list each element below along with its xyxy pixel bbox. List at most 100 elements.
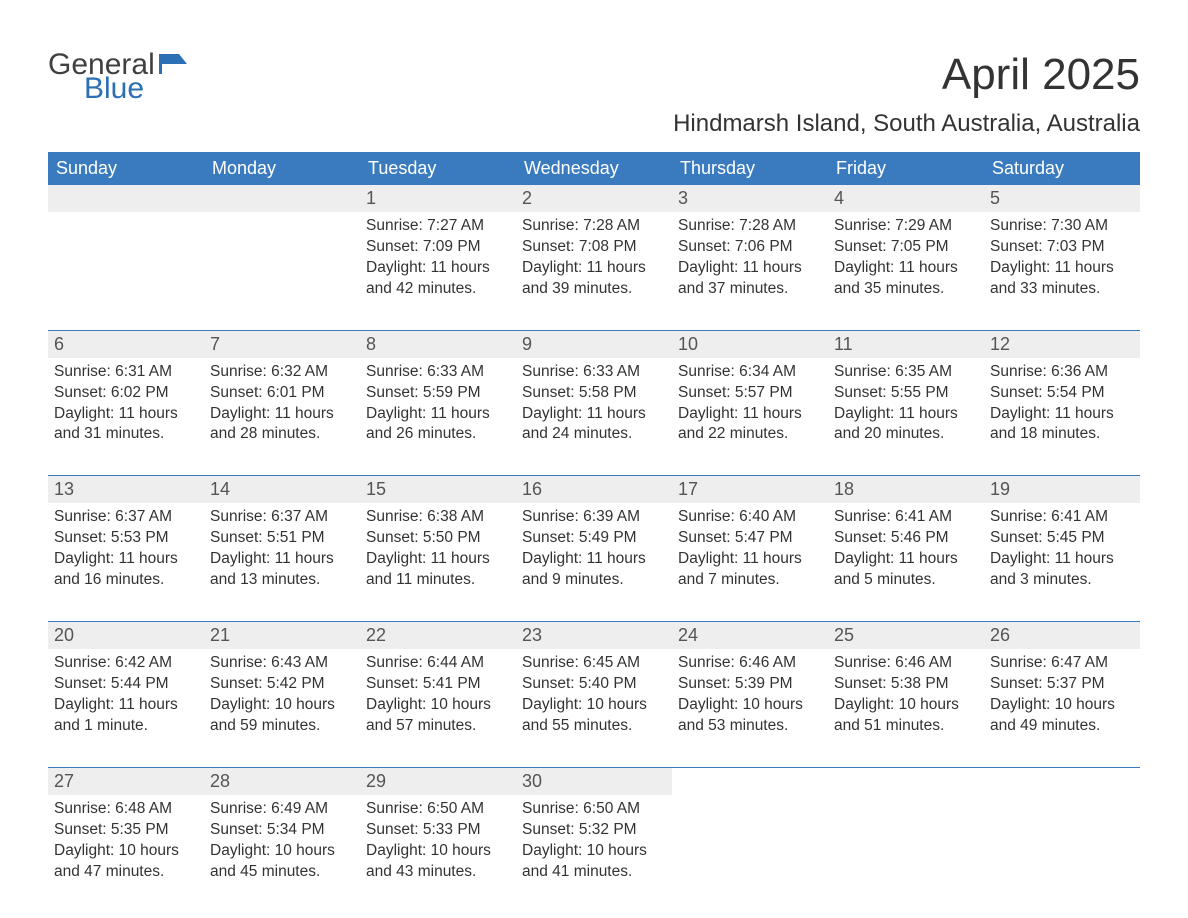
sunset-line: Sunset: 6:01 PM: [210, 383, 354, 404]
day-detail-row: Sunrise: 6:37 AMSunset: 5:53 PMDaylight:…: [48, 503, 1140, 621]
sunrise-line: Sunrise: 6:49 AM: [210, 799, 354, 820]
sunrise-line: Sunrise: 6:32 AM: [210, 362, 354, 383]
daylight-line: Daylight: 10 hours and 47 minutes.: [54, 841, 198, 883]
sunrise-line: Sunrise: 6:34 AM: [678, 362, 822, 383]
day-detail-cell: Sunrise: 6:37 AMSunset: 5:53 PMDaylight:…: [48, 503, 204, 621]
day-detail-row: Sunrise: 6:42 AMSunset: 5:44 PMDaylight:…: [48, 649, 1140, 767]
sunrise-line: Sunrise: 6:38 AM: [366, 507, 510, 528]
daylight-line: Daylight: 10 hours and 57 minutes.: [366, 695, 510, 737]
day-number-cell: 28: [204, 768, 360, 795]
day-number-cell: 13: [48, 476, 204, 503]
sunset-line: Sunset: 5:55 PM: [834, 383, 978, 404]
day-number-cell: 17: [672, 476, 828, 503]
daylight-line: Daylight: 11 hours and 31 minutes.: [54, 404, 198, 446]
sunset-line: Sunset: 5:42 PM: [210, 674, 354, 695]
day-detail-cell: Sunrise: 6:37 AMSunset: 5:51 PMDaylight:…: [204, 503, 360, 621]
day-detail-cell: Sunrise: 6:41 AMSunset: 5:45 PMDaylight:…: [984, 503, 1140, 621]
day-number-cell: 29: [360, 768, 516, 795]
sunrise-line: Sunrise: 7:30 AM: [990, 216, 1134, 237]
weekday-header: Tuesday: [360, 152, 516, 185]
sunrise-line: Sunrise: 6:39 AM: [522, 507, 666, 528]
location: Hindmarsh Island, South Australia, Austr…: [673, 110, 1140, 138]
day-detail-cell: Sunrise: 7:28 AMSunset: 7:08 PMDaylight:…: [516, 212, 672, 330]
day-detail-cell: Sunrise: 6:43 AMSunset: 5:42 PMDaylight:…: [204, 649, 360, 767]
sunset-line: Sunset: 5:38 PM: [834, 674, 978, 695]
day-detail-cell: Sunrise: 6:34 AMSunset: 5:57 PMDaylight:…: [672, 358, 828, 476]
sunrise-line: Sunrise: 6:45 AM: [522, 653, 666, 674]
day-number-cell: 16: [516, 476, 672, 503]
daylight-line: Daylight: 10 hours and 59 minutes.: [210, 695, 354, 737]
sunrise-line: Sunrise: 7:28 AM: [522, 216, 666, 237]
day-detail-cell: Sunrise: 6:32 AMSunset: 6:01 PMDaylight:…: [204, 358, 360, 476]
daylight-line: Daylight: 11 hours and 5 minutes.: [834, 549, 978, 591]
day-number-cell: 9: [516, 331, 672, 358]
day-number-cell: 24: [672, 622, 828, 649]
day-number-row: 12345: [48, 185, 1140, 212]
daylight-line: Daylight: 11 hours and 28 minutes.: [210, 404, 354, 446]
sunset-line: Sunset: 7:05 PM: [834, 237, 978, 258]
sunrise-line: Sunrise: 7:29 AM: [834, 216, 978, 237]
day-detail-cell: Sunrise: 6:42 AMSunset: 5:44 PMDaylight:…: [48, 649, 204, 767]
day-detail-cell: Sunrise: 6:45 AMSunset: 5:40 PMDaylight:…: [516, 649, 672, 767]
sunset-line: Sunset: 5:50 PM: [366, 528, 510, 549]
sunset-line: Sunset: 7:06 PM: [678, 237, 822, 258]
sunrise-line: Sunrise: 6:36 AM: [990, 362, 1134, 383]
sunset-line: Sunset: 7:03 PM: [990, 237, 1134, 258]
day-number-cell: [48, 185, 204, 212]
day-detail-cell: Sunrise: 6:44 AMSunset: 5:41 PMDaylight:…: [360, 649, 516, 767]
sunset-line: Sunset: 5:53 PM: [54, 528, 198, 549]
sunrise-line: Sunrise: 6:35 AM: [834, 362, 978, 383]
sunrise-line: Sunrise: 6:33 AM: [522, 362, 666, 383]
sunrise-line: Sunrise: 6:41 AM: [990, 507, 1134, 528]
weekday-header: Saturday: [984, 152, 1140, 185]
daylight-line: Daylight: 11 hours and 16 minutes.: [54, 549, 198, 591]
daylight-line: Daylight: 11 hours and 39 minutes.: [522, 258, 666, 300]
sunset-line: Sunset: 7:09 PM: [366, 237, 510, 258]
day-detail-cell: Sunrise: 6:50 AMSunset: 5:32 PMDaylight:…: [516, 795, 672, 893]
day-detail-cell: Sunrise: 6:39 AMSunset: 5:49 PMDaylight:…: [516, 503, 672, 621]
day-number-row: 6789101112: [48, 331, 1140, 358]
weekday-header: Monday: [204, 152, 360, 185]
sunset-line: Sunset: 5:32 PM: [522, 820, 666, 841]
daylight-line: Daylight: 10 hours and 43 minutes.: [366, 841, 510, 883]
daylight-line: Daylight: 11 hours and 13 minutes.: [210, 549, 354, 591]
weekday-header: Thursday: [672, 152, 828, 185]
day-detail-cell: Sunrise: 6:46 AMSunset: 5:38 PMDaylight:…: [828, 649, 984, 767]
day-number-row: 20212223242526: [48, 622, 1140, 649]
daylight-line: Daylight: 11 hours and 11 minutes.: [366, 549, 510, 591]
day-detail-cell: Sunrise: 7:27 AMSunset: 7:09 PMDaylight:…: [360, 212, 516, 330]
sunset-line: Sunset: 5:33 PM: [366, 820, 510, 841]
logo: General Blue: [48, 50, 189, 104]
sunset-line: Sunset: 5:54 PM: [990, 383, 1134, 404]
logo-text-blue: Blue: [48, 74, 189, 104]
sunrise-line: Sunrise: 6:46 AM: [834, 653, 978, 674]
sunset-line: Sunset: 5:49 PM: [522, 528, 666, 549]
day-number-cell: 3: [672, 185, 828, 212]
sunrise-line: Sunrise: 6:50 AM: [522, 799, 666, 820]
day-detail-cell: [204, 212, 360, 330]
day-detail-cell: Sunrise: 6:38 AMSunset: 5:50 PMDaylight:…: [360, 503, 516, 621]
sunset-line: Sunset: 5:39 PM: [678, 674, 822, 695]
day-detail-cell: Sunrise: 6:36 AMSunset: 5:54 PMDaylight:…: [984, 358, 1140, 476]
daylight-line: Daylight: 11 hours and 26 minutes.: [366, 404, 510, 446]
day-detail-cell: Sunrise: 6:33 AMSunset: 5:58 PMDaylight:…: [516, 358, 672, 476]
day-number-cell: 14: [204, 476, 360, 503]
day-detail-cell: Sunrise: 6:50 AMSunset: 5:33 PMDaylight:…: [360, 795, 516, 893]
sunrise-line: Sunrise: 6:41 AM: [834, 507, 978, 528]
daylight-line: Daylight: 10 hours and 55 minutes.: [522, 695, 666, 737]
day-number-cell: 25: [828, 622, 984, 649]
sunset-line: Sunset: 5:37 PM: [990, 674, 1134, 695]
daylight-line: Daylight: 10 hours and 51 minutes.: [834, 695, 978, 737]
day-detail-cell: Sunrise: 6:46 AMSunset: 5:39 PMDaylight:…: [672, 649, 828, 767]
weekday-header: Friday: [828, 152, 984, 185]
daylight-line: Daylight: 11 hours and 1 minute.: [54, 695, 198, 737]
sunrise-line: Sunrise: 6:33 AM: [366, 362, 510, 383]
day-detail-row: Sunrise: 6:31 AMSunset: 6:02 PMDaylight:…: [48, 358, 1140, 476]
day-detail-cell: Sunrise: 6:35 AMSunset: 5:55 PMDaylight:…: [828, 358, 984, 476]
sunrise-line: Sunrise: 6:50 AM: [366, 799, 510, 820]
day-detail-cell: Sunrise: 6:31 AMSunset: 6:02 PMDaylight:…: [48, 358, 204, 476]
daylight-line: Daylight: 10 hours and 49 minutes.: [990, 695, 1134, 737]
day-number-cell: 7: [204, 331, 360, 358]
title-block: April 2025 Hindmarsh Island, South Austr…: [673, 50, 1140, 138]
sunset-line: Sunset: 5:47 PM: [678, 528, 822, 549]
